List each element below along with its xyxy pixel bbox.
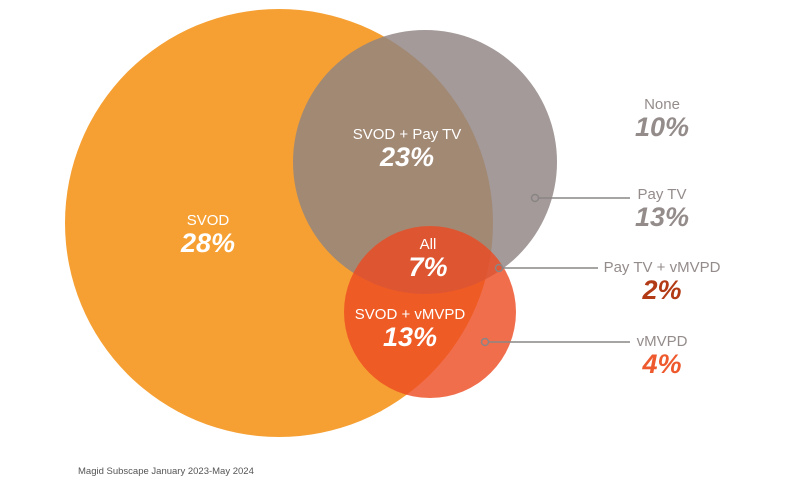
pay-tv-circle: [293, 30, 557, 294]
region-name: Pay TV: [637, 186, 687, 203]
region-value: 23%: [379, 142, 435, 172]
all-label: All 7%: [408, 236, 447, 281]
region-name: SVOD: [186, 212, 230, 229]
svod-pay-tv-label: SVOD + Pay TV 23%: [353, 126, 462, 171]
pay-tv-leader-dot: [530, 193, 540, 203]
region-value: 13%: [634, 202, 690, 232]
region-value: 7%: [408, 252, 448, 282]
svod-label: SVOD 28%: [181, 212, 235, 257]
region-name: SVOD + vMVPD: [354, 306, 466, 323]
pay-tv-vmvpd-leader-dot: [494, 263, 504, 273]
vmvpd-circle: [344, 226, 516, 398]
region-value: 2%: [642, 275, 682, 305]
region-value: 10%: [634, 112, 690, 142]
region-name: Pay TV + vMVPD: [603, 259, 721, 276]
vmvpd-leader-dot: [480, 337, 490, 347]
vmvpd-label: vMVPD 4%: [637, 333, 688, 378]
source-note: Magid Subscape January 2023-May 2024: [78, 466, 254, 477]
region-name: vMVPD: [636, 333, 688, 350]
region-name: All: [419, 236, 437, 253]
none-label: None 10%: [635, 96, 689, 141]
pay-tv-label: Pay TV 13%: [635, 186, 689, 231]
svod-vmvpd-label: SVOD + vMVPD 13%: [355, 306, 465, 351]
region-value: 28%: [180, 228, 236, 258]
region-value: 13%: [382, 322, 438, 352]
region-name: None: [644, 96, 680, 113]
region-name: SVOD + Pay TV: [352, 126, 462, 143]
pay-tv-vmvpd-label: Pay TV + vMVPD 2%: [604, 259, 721, 304]
region-value: 4%: [642, 349, 682, 379]
